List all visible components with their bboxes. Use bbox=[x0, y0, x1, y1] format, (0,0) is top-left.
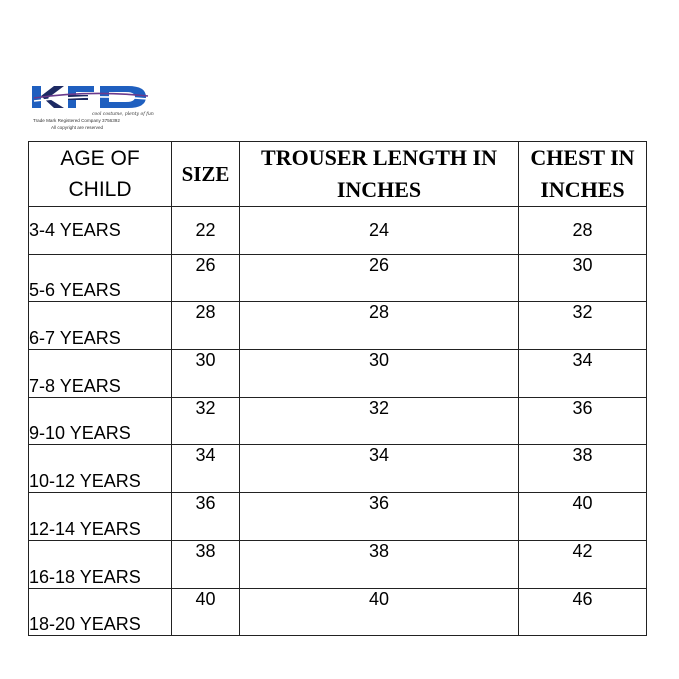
kfd-logo-mark bbox=[32, 86, 149, 108]
cell-size: 28 bbox=[171, 301, 240, 351]
cell-trouser: 34 bbox=[239, 444, 519, 494]
header-age-of-child: AGE OF CHILD bbox=[28, 141, 172, 207]
cell-chest: 38 bbox=[518, 444, 647, 494]
registration-notice: Trade Mark Registered Company 3756392 Al… bbox=[33, 118, 120, 131]
table-row: 18-20 YEARS 40 40 46 bbox=[28, 587, 647, 637]
cell-age: 12-14 YEARS bbox=[28, 492, 172, 541]
table-row: 12-14 YEARS 36 36 40 bbox=[28, 492, 647, 541]
cell-chest: 42 bbox=[518, 539, 647, 589]
cell-age: 9-10 YEARS bbox=[28, 396, 172, 446]
cell-chest: 34 bbox=[518, 349, 647, 398]
cell-trouser: 38 bbox=[239, 539, 519, 589]
brand-logo bbox=[30, 84, 190, 140]
cell-chest: 40 bbox=[518, 492, 647, 541]
registration-line: Trade Mark Registered Company 3756392 bbox=[33, 118, 120, 123]
cell-chest: 32 bbox=[518, 301, 647, 351]
brand-tagline: cool costume, plenty of fun bbox=[92, 112, 154, 117]
table-row: 6-7 YEARS 28 28 32 bbox=[28, 301, 647, 351]
table-header-row: AGE OF CHILD SIZE TROUSER LENGTH IN INCH… bbox=[28, 141, 647, 207]
cell-trouser: 32 bbox=[239, 396, 519, 446]
table-row: 7-8 YEARS 30 30 34 bbox=[28, 349, 647, 398]
cell-age: 5-6 YEARS bbox=[28, 253, 172, 303]
table-row: 10-12 YEARS 34 34 38 bbox=[28, 444, 647, 494]
table-row: 3-4 YEARS 22 24 28 bbox=[28, 206, 647, 255]
cell-age: 10-12 YEARS bbox=[28, 444, 172, 494]
size-chart-table: AGE OF CHILD SIZE TROUSER LENGTH IN INCH… bbox=[28, 141, 647, 637]
header-chest: CHEST IN INCHES bbox=[518, 141, 647, 207]
cell-chest: 46 bbox=[518, 587, 647, 637]
cell-size: 22 bbox=[171, 206, 240, 255]
cell-trouser: 28 bbox=[239, 301, 519, 351]
header-trouser-length: TROUSER LENGTH IN INCHES bbox=[239, 141, 519, 207]
table-row: 9-10 YEARS 32 32 36 bbox=[28, 396, 647, 446]
cell-age: 16-18 YEARS bbox=[28, 539, 172, 589]
cell-chest: 28 bbox=[518, 206, 647, 255]
table-row: 5-6 YEARS 26 26 30 bbox=[28, 253, 647, 303]
cell-chest: 36 bbox=[518, 396, 647, 446]
cell-age: 7-8 YEARS bbox=[28, 349, 172, 398]
cell-trouser: 40 bbox=[239, 587, 519, 637]
cell-trouser: 24 bbox=[239, 206, 519, 255]
cell-size: 32 bbox=[171, 396, 240, 446]
cell-size: 38 bbox=[171, 539, 240, 589]
cell-chest: 30 bbox=[518, 253, 647, 303]
cell-age: 18-20 YEARS bbox=[28, 587, 172, 637]
cell-size: 40 bbox=[171, 587, 240, 637]
cell-age: 3-4 YEARS bbox=[28, 206, 172, 255]
cell-size: 34 bbox=[171, 444, 240, 494]
cell-age: 6-7 YEARS bbox=[28, 301, 172, 351]
table-row: 16-18 YEARS 38 38 42 bbox=[28, 539, 647, 589]
copyright-line: All copyright are reserved bbox=[51, 124, 104, 130]
cell-size: 26 bbox=[171, 253, 240, 303]
cell-size: 30 bbox=[171, 349, 240, 398]
header-size: SIZE bbox=[171, 141, 240, 207]
cell-trouser: 36 bbox=[239, 492, 519, 541]
cell-trouser: 26 bbox=[239, 253, 519, 303]
cell-size: 36 bbox=[171, 492, 240, 541]
cell-trouser: 30 bbox=[239, 349, 519, 398]
